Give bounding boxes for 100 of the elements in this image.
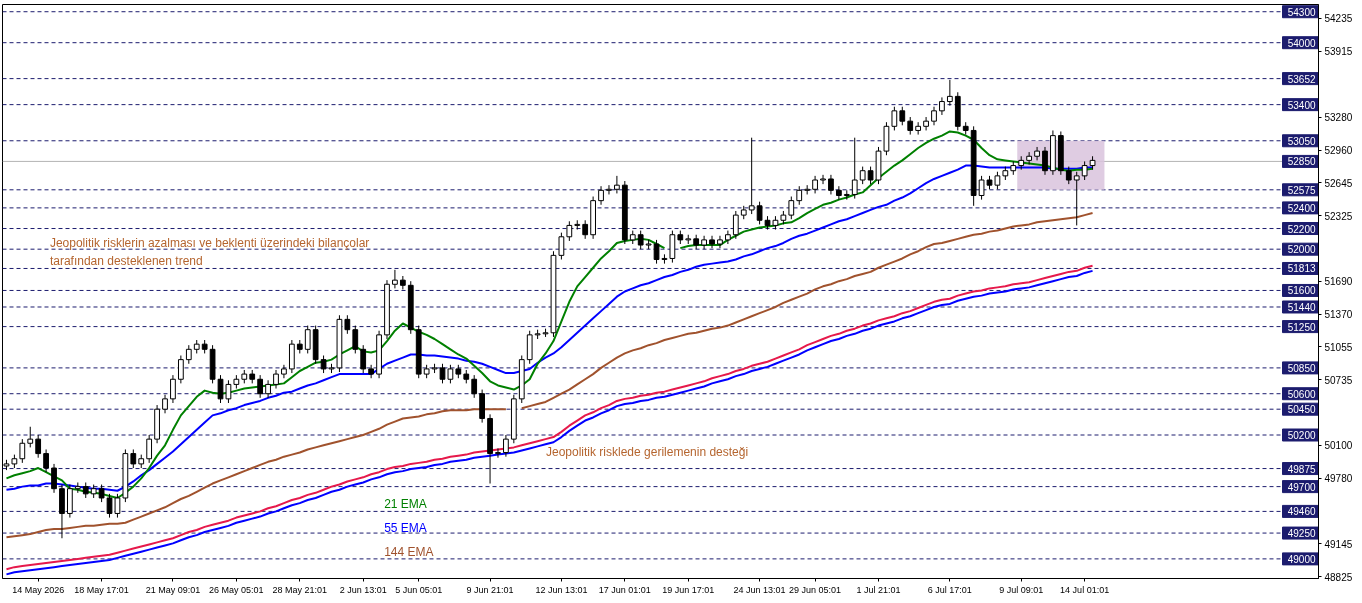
candlestick bbox=[51, 463, 57, 494]
y-tick-label: 54235 bbox=[1324, 13, 1353, 25]
ref-line-label: 51440 bbox=[1287, 301, 1316, 313]
x-tick-label: 17 Jun 01:01 bbox=[598, 584, 651, 595]
ref-line-label: 53652 bbox=[1287, 73, 1316, 85]
x-tick-label: 18 May 17:01 bbox=[74, 584, 129, 595]
ref-line-label: 50600 bbox=[1287, 388, 1316, 400]
y-tick-label: 53915 bbox=[1324, 46, 1353, 58]
candlestick bbox=[471, 374, 478, 399]
candlestick bbox=[820, 174, 826, 185]
x-tick-label: 21 May 09:01 bbox=[145, 584, 201, 595]
candlestick bbox=[923, 116, 929, 131]
candlestick bbox=[891, 106, 898, 131]
candlestick bbox=[1034, 146, 1040, 161]
candlestick bbox=[344, 314, 351, 335]
candlestick bbox=[946, 79, 953, 107]
y-tick-label: 51370 bbox=[1324, 309, 1353, 321]
candlestick bbox=[788, 196, 795, 220]
y-tick-label: 51690 bbox=[1324, 276, 1353, 288]
x-tick-label: 14 May 2026 bbox=[12, 584, 65, 595]
ref-line-label: 51250 bbox=[1287, 321, 1316, 333]
y-tick-label: 48825 bbox=[1324, 571, 1353, 583]
ref-line-label: 49000 bbox=[1287, 553, 1316, 565]
ref-line-label: 49460 bbox=[1287, 506, 1316, 518]
candlestick bbox=[899, 106, 906, 126]
x-tick-label: 24 Jun 13:01 bbox=[733, 584, 786, 595]
candlestick bbox=[1073, 171, 1080, 226]
x-tick-label: 26 May 05:01 bbox=[209, 584, 264, 595]
y-tick-label: 52325 bbox=[1324, 210, 1353, 222]
ref-line-label: 49250 bbox=[1287, 528, 1316, 540]
ref-line-label: 50450 bbox=[1287, 404, 1316, 416]
candlestick bbox=[732, 210, 739, 240]
candlestick bbox=[43, 448, 49, 473]
candlestick bbox=[1042, 146, 1048, 176]
candlestick bbox=[19, 438, 26, 464]
candlestick bbox=[796, 185, 803, 206]
candlestick bbox=[495, 447, 501, 459]
x-tick-label: 5 Jun 05:01 bbox=[395, 584, 443, 595]
candlestick bbox=[566, 220, 573, 242]
candlestick bbox=[35, 434, 42, 459]
candlestick bbox=[725, 230, 731, 245]
candlestick bbox=[185, 344, 192, 365]
candlestick bbox=[360, 344, 367, 374]
ref-line-label: 52200 bbox=[1287, 223, 1316, 235]
candlestick bbox=[257, 374, 264, 399]
candlestick bbox=[637, 230, 644, 250]
candlestick bbox=[756, 201, 763, 225]
x-tick-label: 9 Jul 09:01 bbox=[999, 584, 1044, 595]
candlestick bbox=[748, 137, 755, 215]
candlestick bbox=[162, 394, 168, 414]
ref-line-label: 49700 bbox=[1287, 481, 1316, 493]
ref-line-label: 50200 bbox=[1287, 430, 1316, 441]
ref-line-label: 52575 bbox=[1287, 184, 1316, 196]
annotation: Jeopolitik risklerin azalması ve beklenti üzerindeki bilançolar tarafından desteklenen trend bbox=[49, 235, 370, 268]
candlestick bbox=[828, 174, 834, 195]
x-tick-label: 1 Jul 21:01 bbox=[856, 584, 901, 595]
candlestick bbox=[27, 426, 34, 448]
candlestick bbox=[1081, 160, 1088, 181]
y-tick-label: 50100 bbox=[1324, 440, 1353, 452]
candlestick bbox=[130, 448, 137, 469]
candlestick bbox=[178, 355, 184, 384]
candlestick bbox=[368, 364, 375, 379]
candlestick bbox=[170, 374, 176, 404]
ref-line-label: 51600 bbox=[1287, 285, 1316, 297]
candlestick bbox=[606, 184, 612, 195]
x-tick-label: 9 Jun 21:01 bbox=[466, 584, 514, 595]
x-tick-label: 29 Jun 05:01 bbox=[789, 584, 842, 595]
y-tick-label: 49145 bbox=[1324, 538, 1353, 550]
candlestick bbox=[392, 269, 398, 289]
candlestick bbox=[146, 434, 153, 464]
candlestick bbox=[709, 235, 715, 249]
ref-line-label: 50850 bbox=[1287, 362, 1316, 374]
y-tick-label: 50735 bbox=[1324, 374, 1353, 386]
x-tick-label: 28 May 21:01 bbox=[272, 584, 328, 595]
candlestick bbox=[582, 219, 589, 240]
ref-line-label: 52000 bbox=[1287, 244, 1316, 256]
y-tick-label: 51055 bbox=[1324, 341, 1353, 353]
candlestick bbox=[851, 137, 858, 200]
candlestick bbox=[558, 232, 565, 260]
x-tick-label: 14 Jul 01:01 bbox=[1060, 584, 1110, 595]
ref-line-label: 52400 bbox=[1287, 202, 1316, 214]
ref-line-label: 54000 bbox=[1287, 37, 1316, 49]
annotation: Jeopolitik risklede gerilemenin desteği bbox=[546, 445, 749, 460]
ref-line-label: 53050 bbox=[1287, 135, 1316, 147]
y-tick-label: 49780 bbox=[1324, 473, 1353, 485]
y-tick-label: 53280 bbox=[1324, 112, 1353, 124]
ref-line-label: 51813 bbox=[1287, 263, 1316, 275]
candlestick bbox=[701, 235, 707, 250]
x-tick-label: 6 Jul 17:01 bbox=[927, 584, 972, 595]
x-tick-label: 2 Jun 13:01 bbox=[339, 584, 387, 595]
ref-line-label: 52850 bbox=[1287, 156, 1316, 168]
ref-line-label: 49875 bbox=[1287, 463, 1316, 475]
candlestick bbox=[598, 185, 604, 206]
y-tick-label: 52960 bbox=[1324, 145, 1353, 157]
candlestick bbox=[1026, 151, 1033, 166]
candlestick bbox=[281, 364, 287, 379]
x-tick-label: 19 Jun 17:01 bbox=[662, 584, 715, 595]
candlestick bbox=[304, 325, 311, 354]
candlestick bbox=[352, 325, 359, 354]
x-tick-label: 12 Jun 13:01 bbox=[535, 584, 588, 595]
